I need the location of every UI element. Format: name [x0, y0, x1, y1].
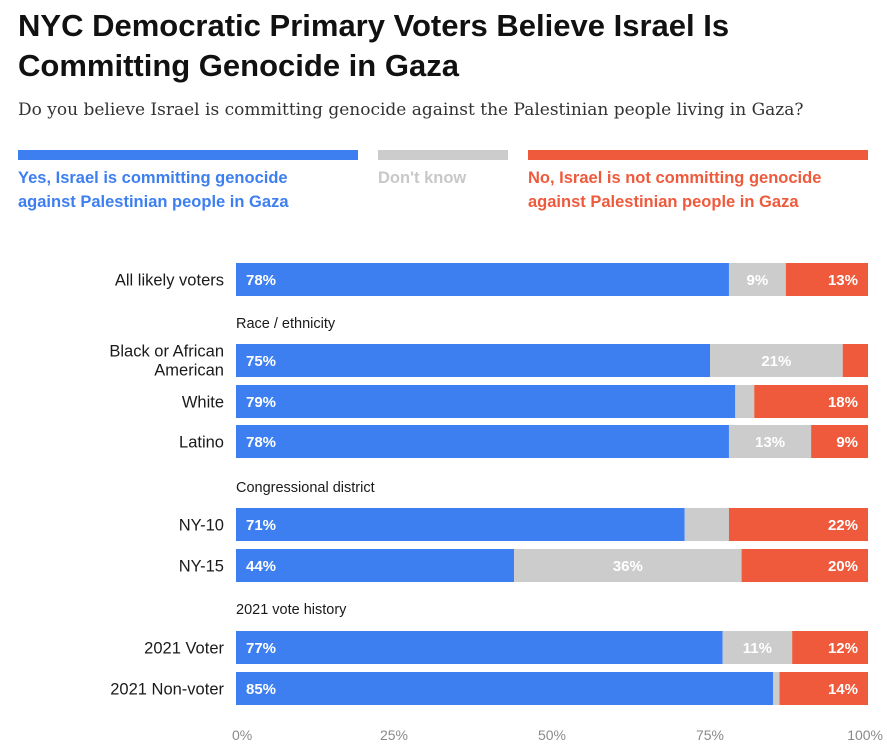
bar-ny-10-yes	[236, 508, 685, 541]
legend-yes-text: Yes, Israel is committing genocide again…	[18, 169, 289, 211]
data-label-2021-non-voter-yes: 85%	[246, 681, 276, 698]
x-tick-label: 75%	[696, 727, 724, 743]
legend-yes-swatch	[18, 150, 358, 160]
legend-dont-know-swatch	[378, 150, 508, 160]
bar-ny-10-dk	[684, 508, 729, 541]
data-label-ny-15-no: 20%	[828, 558, 858, 575]
x-tick-label: 25%	[380, 727, 408, 743]
category-label: Black or African American	[109, 343, 224, 380]
bar-ny-15-no	[741, 549, 868, 582]
bar-white-yes	[236, 385, 736, 418]
data-label-all-likely-voters-no: 13%	[828, 272, 858, 289]
bar-2021-non-voter-dk	[773, 672, 780, 705]
legend-dont-know-text: Don't know	[378, 169, 467, 187]
bar-2021-voter-dk	[722, 631, 793, 664]
bar-white-dk	[735, 385, 755, 418]
x-tick-label: 100%	[847, 727, 883, 743]
group-label: Congressional district	[236, 480, 375, 496]
legend-no: No, Israel is not committing genocide ag…	[528, 150, 868, 214]
data-label-ny-10-no: 22%	[828, 517, 858, 534]
data-label-white-no: 18%	[828, 394, 858, 411]
data-label-2021-voter-no: 12%	[828, 640, 858, 657]
data-label-latino-no: 9%	[836, 434, 858, 451]
category-label: White	[182, 394, 224, 412]
x-tick-label: 0%	[232, 727, 252, 743]
bar-2021-non-voter-no	[779, 672, 868, 705]
data-label-all-likely-voters-yes: 78%	[246, 272, 276, 289]
bar-latino-dk	[728, 425, 812, 458]
data-label-ny-10-yes: 71%	[246, 517, 276, 534]
category-label: All likely voters	[115, 272, 224, 290]
data-label-2021-voter-dk: 11%	[743, 640, 772, 657]
bar-all-likely-voters-no	[785, 263, 868, 296]
bar-ny-10-no	[728, 508, 868, 541]
bar-2021-voter-yes	[236, 631, 723, 664]
legend-yes: Yes, Israel is committing genocide again…	[18, 150, 358, 214]
bar-all-likely-voters-dk	[728, 263, 786, 296]
bar-latino-yes	[236, 425, 729, 458]
bar-2021-non-voter-yes	[236, 672, 774, 705]
category-label: NY-15	[179, 558, 224, 576]
category-label: 2021 Voter	[144, 640, 224, 658]
bar-ny-15-yes	[236, 549, 515, 582]
chart-subtitle: Do you believe Israel is committing geno…	[18, 100, 804, 120]
data-label-2021-voter-yes: 77%	[246, 640, 276, 657]
bar-white-no	[754, 385, 868, 418]
group-label: 2021 vote history	[236, 602, 347, 618]
data-label-all-likely-voters-dk: 9%	[747, 272, 769, 289]
data-label-black-or-african-american-yes: 75%	[246, 353, 276, 370]
bar-2021-voter-no	[792, 631, 868, 664]
bar-black-or-african-american-dk	[710, 344, 843, 377]
data-label-black-or-african-american-dk: 21%	[761, 353, 791, 370]
bar-black-or-african-american-yes	[236, 344, 710, 377]
category-label: Latino	[179, 434, 224, 452]
legend-no-swatch	[528, 150, 868, 160]
legend-dont-know: Don't know	[378, 150, 508, 190]
bar-ny-15-dk	[514, 549, 742, 582]
data-label-ny-15-dk: 36%	[613, 558, 643, 575]
x-tick-label: 50%	[538, 727, 566, 743]
data-label-white-yes: 79%	[246, 394, 276, 411]
data-label-ny-15-yes: 44%	[246, 558, 276, 575]
category-label: 2021 Non-voter	[110, 681, 224, 699]
category-label: NY-10	[179, 517, 224, 535]
data-label-2021-non-voter-no: 14%	[828, 681, 858, 698]
group-label: Race / ethnicity	[236, 316, 336, 332]
chart-title: NYC Democratic Primary Voters Believe Is…	[18, 8, 730, 83]
data-label-latino-dk: 13%	[755, 434, 785, 451]
bar-black-or-african-american-no	[842, 344, 868, 377]
legend-no-text: No, Israel is not committing genocide ag…	[528, 169, 822, 211]
bar-latino-no	[811, 425, 868, 458]
bar-all-likely-voters-yes	[236, 263, 729, 296]
data-label-latino-yes: 78%	[246, 434, 276, 451]
